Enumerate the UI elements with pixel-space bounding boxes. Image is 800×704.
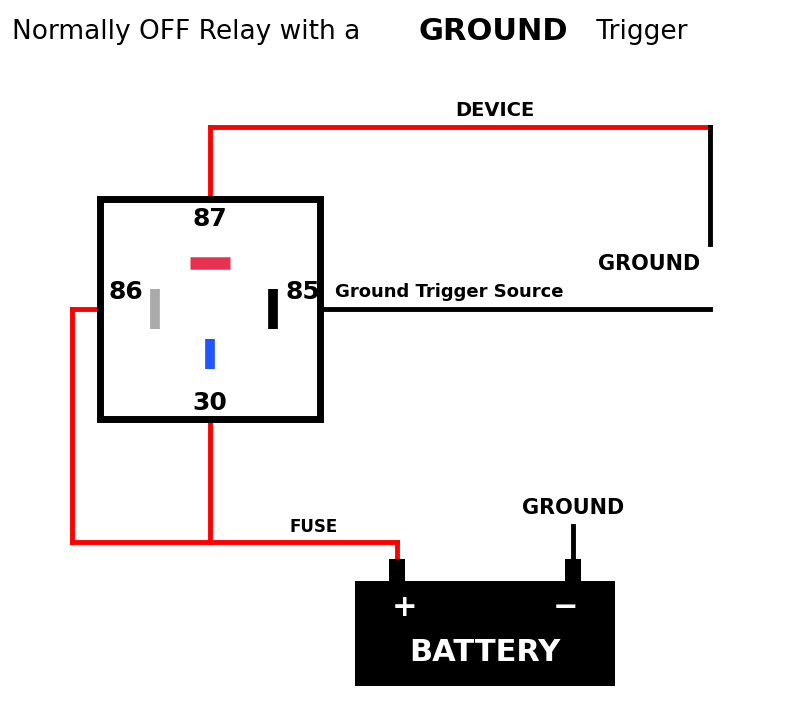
- Text: GROUND: GROUND: [598, 254, 700, 274]
- Text: GROUND: GROUND: [418, 18, 568, 46]
- Text: Normally OFF Relay with a: Normally OFF Relay with a: [12, 19, 369, 45]
- Bar: [100, 199, 320, 419]
- Text: 87: 87: [193, 207, 227, 231]
- Bar: [565, 559, 581, 581]
- Text: −: −: [552, 593, 578, 622]
- Bar: [389, 559, 405, 581]
- Text: GROUND: GROUND: [522, 498, 624, 518]
- Text: 30: 30: [193, 391, 227, 415]
- Text: DEVICE: DEVICE: [455, 101, 534, 120]
- Text: FUSE: FUSE: [290, 518, 338, 536]
- Text: Ground Trigger Source: Ground Trigger Source: [335, 283, 563, 301]
- Text: 85: 85: [285, 280, 320, 304]
- Text: Trigger: Trigger: [588, 19, 687, 45]
- Bar: [355, 581, 615, 686]
- Text: 86: 86: [108, 280, 142, 304]
- Text: BATTERY: BATTERY: [410, 638, 561, 667]
- Text: +: +: [392, 593, 418, 622]
